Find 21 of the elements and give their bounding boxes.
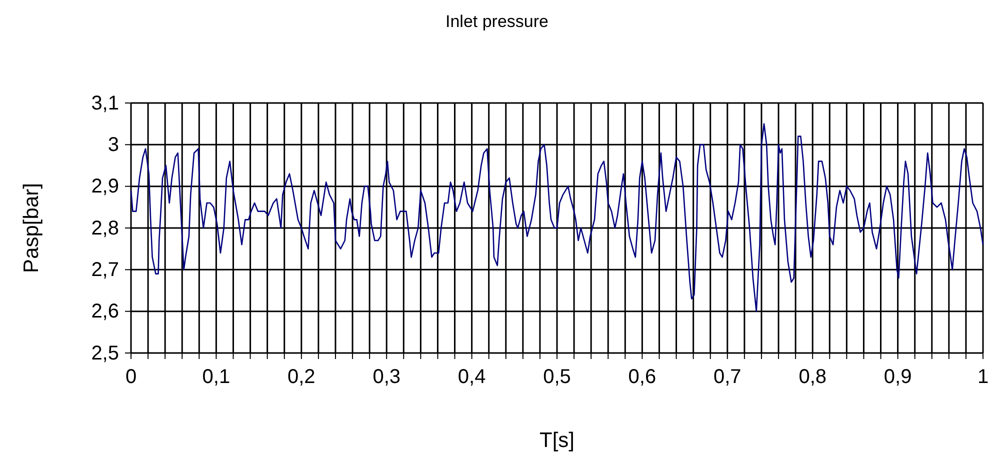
- y-tick-label: 2,5: [91, 342, 119, 364]
- x-tick-label: 0: [125, 366, 137, 388]
- x-tick-label: 0,8: [798, 366, 827, 388]
- y-tick-label: 3,1: [91, 92, 119, 114]
- y-tick-label: 2,9: [91, 176, 119, 198]
- y-tick-label: 2,7: [91, 259, 119, 282]
- x-axis-title: T[s]: [540, 429, 574, 452]
- x-tick-label: 0,7: [713, 366, 742, 388]
- x-tick-label: 0,4: [458, 366, 486, 388]
- y-tick-label: 2,8: [91, 217, 119, 240]
- x-tick-label: 1: [977, 366, 989, 388]
- x-tick-label: 0,1: [202, 366, 230, 388]
- x-tick-label: 0,3: [372, 366, 401, 388]
- x-tick-label: 0,9: [884, 366, 912, 388]
- chart-title: Inlet pressure: [446, 12, 548, 31]
- x-tick-label: 0,6: [628, 366, 656, 388]
- x-tick-label: 0,5: [543, 366, 571, 388]
- y-axis-title: Pasp[bar]: [20, 183, 43, 273]
- y-tick-label: 2,6: [91, 300, 119, 323]
- y-tick-label: 3: [108, 134, 119, 156]
- x-tick-label: 0,2: [287, 366, 316, 388]
